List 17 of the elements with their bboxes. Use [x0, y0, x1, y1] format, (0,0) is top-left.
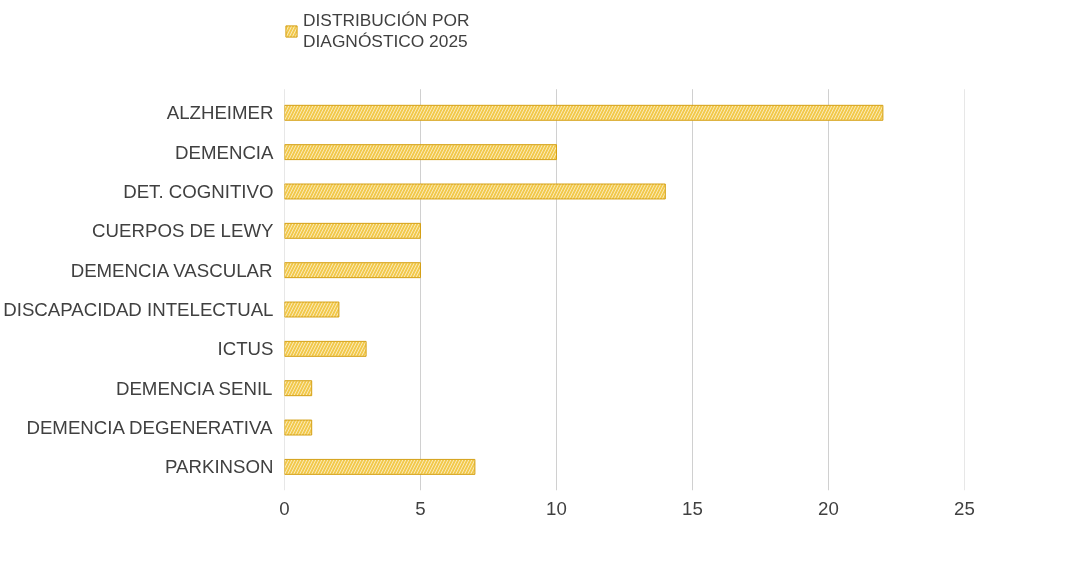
x-tick-label: 20 — [818, 497, 839, 519]
legend-label: DISTRIBUCIÓN POR DIAGNÓSTICO 2025 — [303, 10, 471, 52]
y-tick-label: PARKINSON — [165, 456, 274, 478]
x-tick-label: 5 — [415, 497, 426, 519]
y-tick-label: ALZHEIMER — [166, 102, 274, 124]
y-tick-label: DEMENCIA SENIL — [115, 377, 273, 399]
y-tick-label: DISCAPACIDAD INTELECTUAL — [3, 299, 274, 321]
x-tick-label: 15 — [682, 497, 703, 519]
y-tick-label: CUERPOS DE LEWY — [92, 220, 275, 242]
x-tick-label: 25 — [954, 497, 975, 519]
y-tick-label: ICTUS — [217, 338, 274, 360]
y-tick-label: DEMENCIA — [175, 141, 275, 163]
y-tick-label: DEMENCIA VASCULAR — [70, 259, 273, 281]
x-tick-label: 10 — [546, 497, 567, 519]
y-tick-label: DEMENCIA DEGENERATIVA — [26, 417, 274, 439]
y-tick-label: DET. COGNITIVO — [123, 180, 274, 202]
x-tick-label: 0 — [279, 497, 290, 519]
